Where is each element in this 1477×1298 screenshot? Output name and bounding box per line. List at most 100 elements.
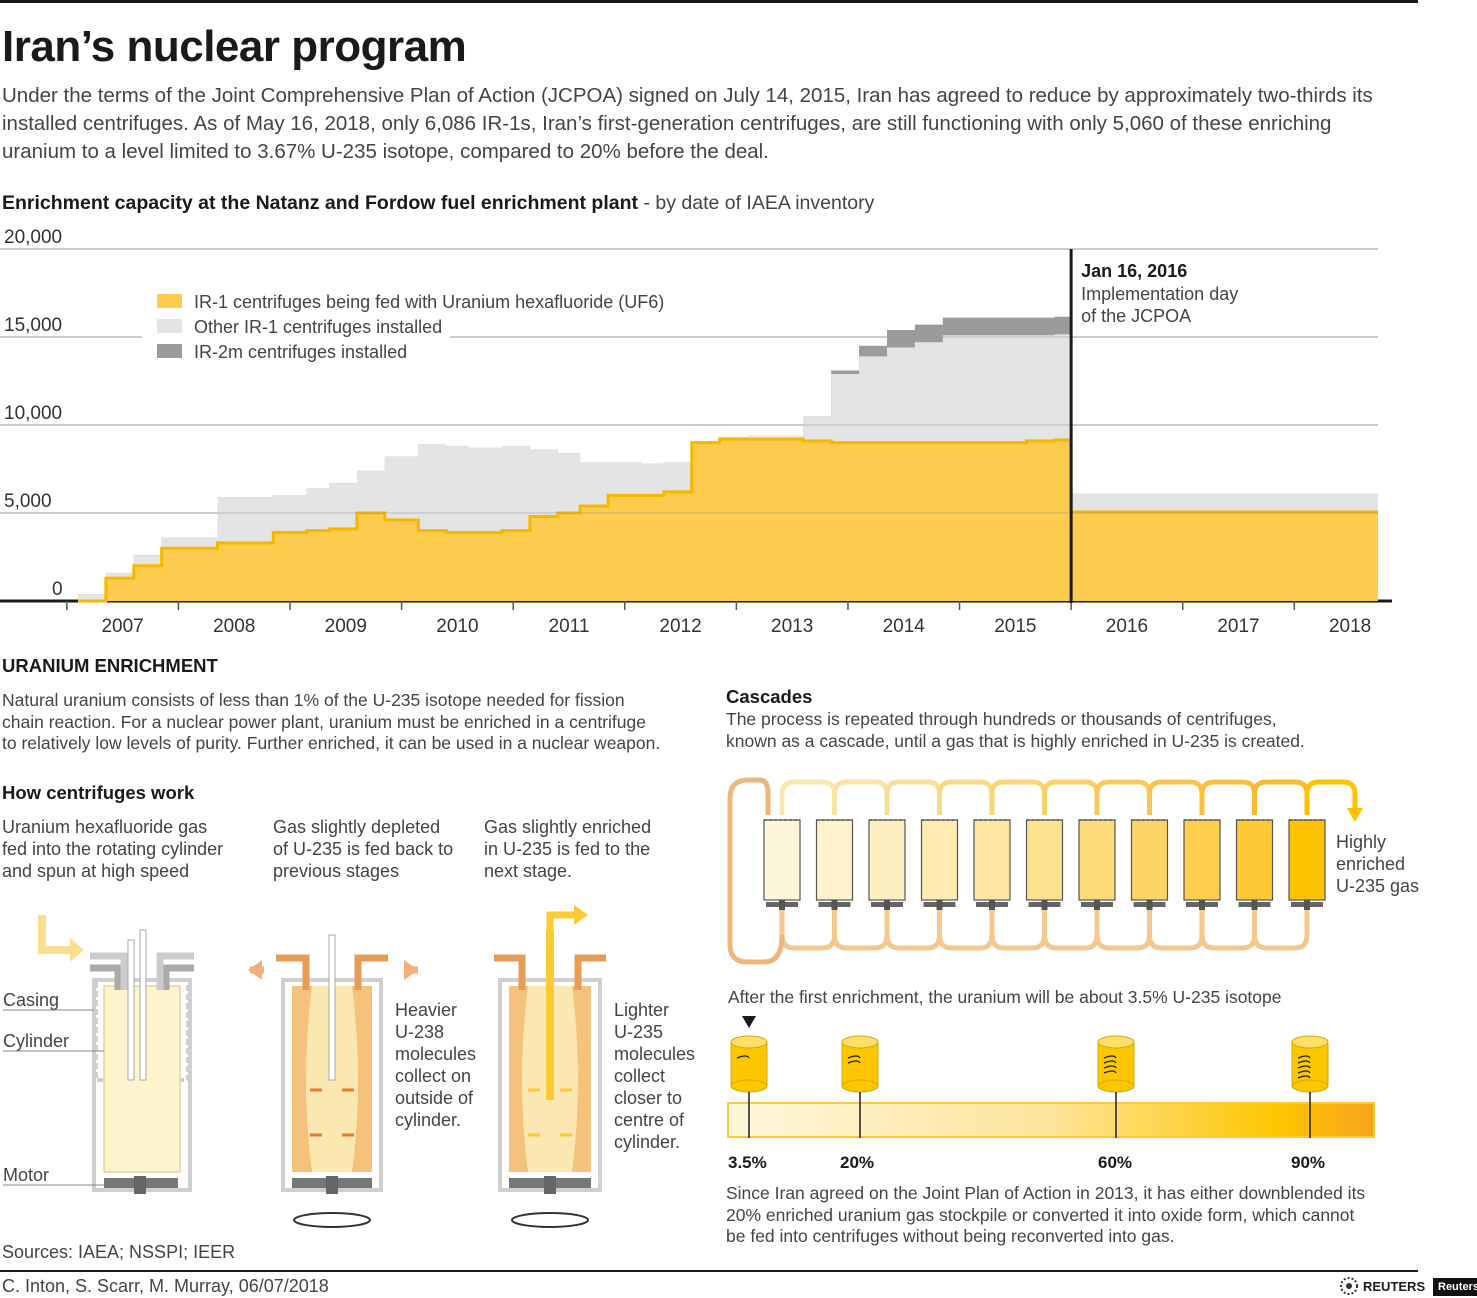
x-tick-labels: 2007 2008 2009 2010 2011 2012 2013 2014 2015 2016… — [101, 616, 1371, 637]
chart-heading-rest: - by date of IAEA inventory — [638, 192, 875, 214]
step2-line: previous stages — [273, 861, 400, 881]
x-tick-label: 2018 — [1329, 616, 1371, 637]
credit: C. Inton, S. Scarr, M. Murray, 06/07/201… — [2, 1276, 329, 1296]
cascade-return-pipe — [1199, 910, 1257, 951]
heavier-text: Heavier U-238 molecules collect on outsi… — [395, 1000, 476, 1130]
rotation-icon — [293, 1212, 371, 1228]
cascade-motor-shaft — [1094, 900, 1100, 910]
lighter-text: Lighter U-235 molecules collect closer t… — [614, 1000, 695, 1152]
step1-line: and spun at high speed — [2, 861, 190, 881]
cascade-return-pipe — [884, 910, 942, 951]
cascade-return-pipe — [832, 910, 890, 951]
cascade-motor-shaft — [831, 900, 838, 910]
cascade-return-pipe — [1042, 910, 1100, 951]
coil-icon — [1297, 1075, 1311, 1079]
top-rule — [0, 0, 1418, 3]
light-arrows-icon — [528, 1088, 572, 1137]
page-title: Iran’s nuclear program — [2, 22, 467, 71]
scale-ticks — [748, 1092, 1311, 1138]
coil-icon — [1103, 1060, 1117, 1064]
ir1-fed-area — [0, 336, 1378, 603]
enrichment-line: Natural uranium consists of less than 1%… — [2, 690, 625, 710]
uranium-can — [1097, 1041, 1135, 1087]
lighter-line: closer to — [614, 1088, 682, 1108]
legend-label-ir2m: IR-2m centrifuges installed — [194, 342, 407, 362]
legend-swatch-ir1-fed — [157, 294, 182, 308]
sources: Sources: IAEA; NSSPI; IEER — [2, 1242, 236, 1262]
x-tick-label: 2015 — [994, 616, 1036, 637]
cascade-return-pipe — [1147, 910, 1205, 951]
cascade-return-pipe — [937, 910, 995, 951]
cascade-forward-pipe — [1094, 779, 1152, 815]
side-pipes — [90, 964, 194, 990]
cascade-forward-pipe — [937, 779, 995, 815]
cascade-output-pipe — [1304, 779, 1358, 815]
lighter-line: molecules — [614, 1044, 695, 1064]
y-tick-label: 5,000 — [4, 491, 52, 512]
coil-icon — [1297, 1070, 1311, 1074]
level-label-20: 20% — [840, 1153, 874, 1172]
cascades-text: The process is repeated through hundreds… — [726, 709, 1406, 752]
centrifuge-2 — [248, 934, 418, 1228]
cascade-forward-pipe — [1252, 779, 1310, 815]
side-pipes — [90, 952, 194, 990]
cascade-motor-shaft — [989, 900, 995, 910]
uranium-can-top — [1097, 1035, 1135, 1049]
scale-cans — [730, 1035, 1329, 1093]
cascade-centrifuge — [868, 819, 906, 901]
cascade-motor-shaft — [1251, 900, 1258, 910]
cascade-return-pipe — [989, 910, 1047, 951]
step2-text: Gas slightly depleted of U-235 is fed ba… — [273, 816, 473, 882]
cascade-motor-shaft — [884, 900, 890, 910]
chart-heading: Enrichment capacity at the Natanz and Fo… — [2, 192, 874, 215]
uranium-can-bottom — [730, 1079, 768, 1093]
cascade-motor-shaft — [936, 900, 943, 910]
uranium-enrichment-text: Natural uranium consists of less than 1%… — [2, 690, 702, 755]
coil-icon — [1297, 1055, 1311, 1059]
uranium-can-bottom — [1291, 1079, 1329, 1093]
cascade-centrifuge — [1078, 819, 1116, 901]
step1-text: Uranium hexafluoride gas fed into the ro… — [2, 816, 262, 882]
x-tick-label: 2017 — [1217, 616, 1259, 637]
annotation-title: Jan 16, 2016 — [1081, 261, 1187, 281]
cylinder-label: Cylinder — [3, 1031, 69, 1051]
motor-shaft — [544, 1176, 556, 1194]
x-tick-label: 2010 — [436, 616, 478, 637]
cascade-motor-shaft — [1146, 900, 1153, 910]
level-label-60: 60% — [1098, 1153, 1132, 1172]
centrifuge-1 — [38, 915, 194, 1194]
uranium-can — [730, 1041, 768, 1087]
cascade-loops — [727, 777, 1363, 965]
cascades-line: The process is repeated through hundreds… — [726, 709, 1277, 729]
uranium-can-top — [841, 1035, 879, 1049]
x-tick-label: 2013 — [771, 616, 813, 637]
cascade-centrifuge — [815, 819, 854, 901]
footer-rule — [0, 1270, 1418, 1272]
enrichment-line: chain reaction. For a nuclear power plan… — [2, 711, 646, 732]
reuters-badge: Reuters — [1433, 1278, 1477, 1296]
cascade-diagram: Highly enriched U-235 gas — [727, 777, 1419, 965]
cascade-return-pipe — [1094, 910, 1152, 951]
level-label-90: 90% — [1291, 1153, 1325, 1172]
cascade-return-pipe — [1252, 910, 1310, 951]
cascade-forward-pipe — [832, 779, 890, 815]
step3-line: Gas slightly enriched — [484, 817, 652, 837]
x-tick-label: 2009 — [325, 616, 367, 637]
inner-pipe — [127, 939, 135, 1081]
coil-icon — [1297, 1060, 1311, 1064]
casing-label: Casing — [3, 990, 59, 1010]
arrow-left-icon — [248, 960, 262, 980]
x-tick-label: 2012 — [659, 616, 701, 637]
output-label-line: U-235 gas — [1336, 876, 1419, 896]
coil-icon — [1103, 1070, 1117, 1074]
coil-icon — [847, 1055, 861, 1059]
reuters-logo: REUTERS — [1340, 1277, 1425, 1295]
x-tick-label: 2016 — [1106, 616, 1148, 637]
scale-bar — [727, 1102, 1375, 1138]
series-area-ir1-fed — [78, 439, 1378, 601]
cascade-centrifuge — [973, 819, 1011, 901]
jpoa-note: Since Iran agreed on the Joint Plan of A… — [726, 1183, 1416, 1248]
output-label-line: enriched — [1336, 854, 1405, 874]
arrow-right-icon — [404, 960, 418, 980]
lighter-line: cylinder. — [614, 1132, 680, 1152]
